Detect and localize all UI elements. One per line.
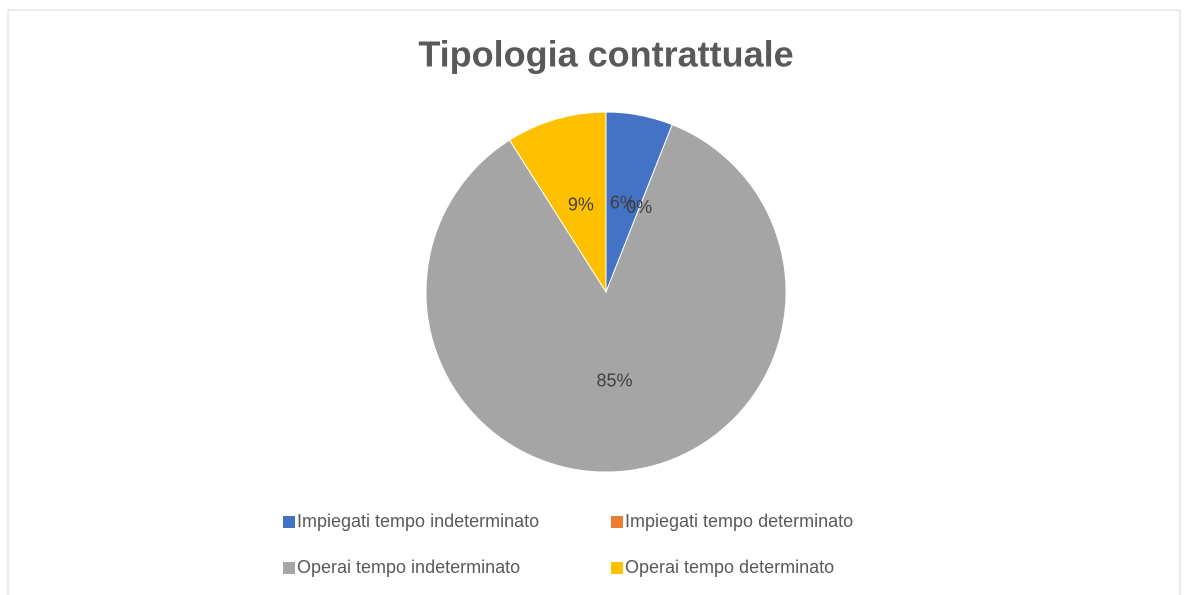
pie-slice [425, 123, 787, 473]
data-label: 9% [568, 194, 594, 214]
legend-label: Operai tempo indeterminato [297, 557, 520, 577]
legend-swatch [283, 516, 295, 528]
legend-swatch [611, 562, 623, 574]
legend-label: Operai tempo determinato [625, 557, 834, 577]
data-label: 6% [610, 192, 636, 212]
legend-swatch [611, 516, 623, 528]
chart-title: Tipologia contrattuale [418, 34, 793, 75]
legend-label: Impiegati tempo indeterminato [297, 511, 539, 531]
pie-slice [508, 111, 607, 294]
data-label: 85% [596, 370, 632, 390]
data-label: 0% [626, 197, 652, 217]
legend-label: Impiegati tempo determinato [625, 511, 853, 531]
legend-swatch [283, 562, 295, 574]
